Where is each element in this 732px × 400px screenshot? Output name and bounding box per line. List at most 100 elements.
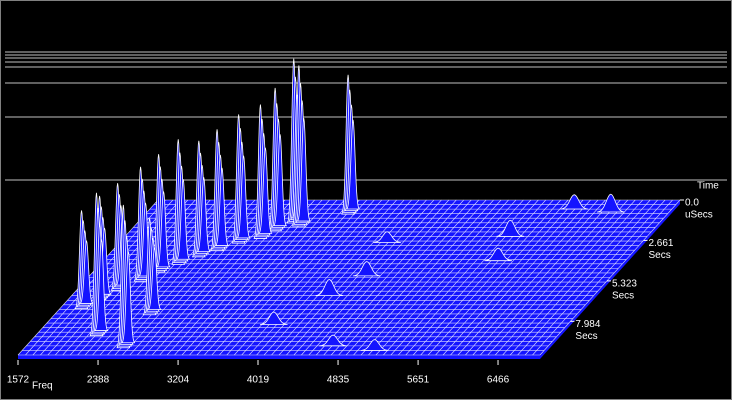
x-tick-label: 3204 (167, 375, 190, 386)
peak (484, 247, 512, 262)
mesh-line (524, 199, 666, 356)
peak-slice (94, 239, 109, 331)
mesh-line (241, 199, 382, 356)
mesh-line (450, 199, 591, 356)
peak (352, 261, 381, 277)
level-lines (5, 51, 727, 181)
mesh-line (487, 199, 629, 356)
mesh-line (323, 199, 464, 356)
peak (210, 129, 230, 252)
mesh-line (308, 199, 450, 356)
time-tick-unit: Secs (575, 331, 597, 342)
peak (253, 104, 273, 239)
x-tick-label: 4835 (327, 375, 350, 386)
mesh-line (92, 199, 233, 356)
mesh-line (263, 199, 405, 356)
mesh-line (278, 199, 420, 356)
time-tick-label: 7.984 (575, 319, 600, 330)
floor-side (18, 355, 540, 359)
time-tick-label: 5.323 (612, 279, 637, 290)
mesh-line (532, 199, 673, 356)
peak (191, 140, 211, 258)
peak-slice (484, 247, 512, 262)
mesh-line (204, 199, 345, 356)
mesh-line (248, 199, 390, 356)
time-tick-unit: Secs (612, 291, 634, 302)
peak (373, 231, 401, 243)
mesh-line (330, 199, 472, 356)
time-tick-label: 2.661 (648, 238, 673, 249)
mesh-line (301, 199, 442, 356)
peak-slice (596, 193, 625, 213)
mesh-line (495, 199, 636, 356)
peak (292, 65, 311, 227)
mesh-line (360, 199, 502, 356)
peak (171, 139, 191, 265)
peak-slice (352, 261, 381, 277)
mesh-line (480, 199, 621, 356)
mesh-line (472, 199, 614, 356)
mesh-line (189, 199, 330, 356)
mesh-line (271, 199, 412, 356)
peak (560, 194, 589, 210)
mesh-line (442, 199, 584, 356)
peak-slice (373, 231, 401, 243)
x-tick-label: 4019 (247, 375, 270, 386)
peak (268, 87, 288, 232)
peak-slice (560, 194, 589, 210)
peak-slice (79, 240, 94, 304)
x-tick-label: 2388 (87, 375, 110, 386)
mesh-line (383, 199, 524, 356)
mesh-line (174, 199, 315, 356)
x-axis-label: Freq (32, 381, 53, 392)
peak-slice (360, 339, 389, 351)
time-tick-unit: uSecs (685, 210, 713, 221)
mesh-line (226, 199, 368, 356)
peak-slice (121, 251, 136, 344)
mesh-line (435, 199, 576, 356)
time-axis-label: Time (697, 181, 719, 192)
mesh-line (457, 199, 599, 356)
peak (496, 219, 525, 237)
mesh-line (286, 199, 427, 356)
mesh-line (338, 199, 479, 356)
peak (116, 204, 136, 349)
mesh-line (375, 199, 517, 356)
mesh-line (293, 199, 435, 356)
mesh-line (420, 199, 561, 356)
mesh-line (137, 199, 278, 356)
peak (231, 114, 251, 244)
mesh-line (234, 199, 375, 356)
mesh-line (517, 199, 658, 356)
mesh-line (316, 199, 457, 356)
x-tick-label: 5651 (407, 375, 430, 386)
mesh-line (114, 199, 256, 356)
peak-slice (214, 167, 230, 246)
peak (259, 311, 288, 325)
peak-slice (346, 119, 361, 210)
peak-slice (496, 219, 525, 237)
x-tick-label: 1572 (7, 375, 30, 386)
mesh-line (211, 199, 353, 356)
mesh-line (368, 199, 509, 356)
peak-slice (296, 118, 311, 222)
mesh-line (219, 199, 360, 356)
mesh-line (256, 199, 397, 356)
mesh-line (427, 199, 569, 356)
peak-slice (319, 334, 347, 347)
peak (89, 192, 109, 337)
peak (315, 279, 344, 297)
peak-slice (315, 279, 344, 297)
peak (360, 339, 389, 351)
peak-slice (258, 147, 273, 234)
mesh-line (509, 199, 651, 356)
floor-side (540, 200, 680, 359)
x-tick-label: 6466 (487, 375, 510, 386)
peak-slice (236, 155, 251, 239)
time-tick-label: 0.0 (685, 198, 699, 209)
peak (74, 210, 94, 310)
peak (596, 193, 625, 213)
mesh-line (196, 199, 338, 356)
